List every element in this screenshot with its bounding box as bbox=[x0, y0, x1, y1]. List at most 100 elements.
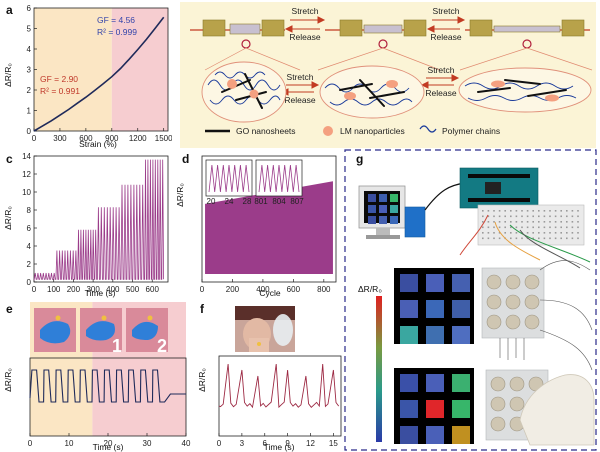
breadboard-hole bbox=[549, 232, 551, 234]
x-tick-label: 300 bbox=[86, 285, 100, 294]
colorbar-label: ΔR/R₀ bbox=[358, 284, 382, 294]
plot-frame bbox=[218, 355, 342, 437]
y-tick-label: 0 bbox=[27, 127, 32, 136]
x-tick-label: 600 bbox=[287, 285, 301, 294]
breadboard-hole bbox=[549, 221, 551, 223]
x-tick-label: 10 bbox=[65, 439, 74, 448]
polymer-chain bbox=[209, 95, 281, 105]
breadboard-hole bbox=[566, 226, 568, 229]
lm-particle bbox=[227, 79, 237, 89]
breadboard-hole bbox=[566, 221, 568, 223]
sensor-pad bbox=[524, 314, 540, 330]
sensor-block bbox=[403, 19, 427, 37]
heatmap-cell bbox=[426, 426, 444, 444]
x-tick-label: 1500 bbox=[155, 134, 172, 143]
breadboard-hole bbox=[498, 226, 501, 229]
breadboard-hole bbox=[532, 226, 534, 229]
breadboard-hole bbox=[493, 226, 495, 229]
gloved-hand bbox=[40, 321, 71, 344]
polymer-chain bbox=[329, 98, 413, 106]
lm-particle bbox=[386, 80, 398, 88]
breadboard-hole bbox=[510, 226, 512, 229]
breadboard-hole bbox=[538, 215, 540, 218]
y-tick-label: 1 bbox=[27, 107, 32, 116]
lm-particle bbox=[249, 89, 259, 99]
x-tick-label: 0 bbox=[217, 439, 222, 448]
polymer-chain bbox=[207, 79, 281, 91]
chart-a-strain-response: 0 300 600 900 1200 1500 0 1 2 3 4 5 6 GF = 2.90 R² =… bbox=[3, 4, 172, 149]
y-tick-label: 10 bbox=[22, 188, 31, 197]
breadboard-hole bbox=[566, 215, 568, 218]
x-tick-label: 3 bbox=[240, 439, 245, 448]
sensor-pad bbox=[524, 294, 540, 310]
y-tick-label: 4 bbox=[27, 45, 32, 54]
heatmap-cell bbox=[368, 205, 376, 213]
breadboard-hole bbox=[526, 215, 529, 218]
breadboard-hole bbox=[566, 210, 568, 212]
breadboard-hole bbox=[526, 221, 529, 223]
cyclic-signal bbox=[33, 159, 164, 281]
breadboard-hole bbox=[538, 226, 540, 229]
breadboard-hole bbox=[510, 215, 512, 218]
breadboard-hole bbox=[532, 237, 534, 240]
breadboard-hole bbox=[577, 237, 579, 240]
breadboard-hole bbox=[577, 215, 579, 218]
breadboard-hole bbox=[577, 221, 579, 223]
x-axis-label: Cycle bbox=[259, 288, 281, 298]
go-nanosheet bbox=[339, 83, 373, 91]
breadboard-hole bbox=[493, 210, 495, 212]
sensor-pad bbox=[486, 314, 502, 330]
panel-g-frame bbox=[344, 149, 597, 451]
breadboard-hole bbox=[482, 215, 484, 218]
breadboard-hole bbox=[526, 232, 529, 234]
breadboard-hole bbox=[521, 226, 523, 229]
gloved-hand bbox=[132, 321, 158, 340]
breadboard-hole bbox=[515, 215, 518, 218]
x-tick-label: 500 bbox=[126, 285, 140, 294]
x-tick-label: 15 bbox=[329, 439, 338, 448]
breadboard-hole bbox=[549, 215, 551, 218]
release-label: Release bbox=[430, 32, 461, 42]
polymer-chain bbox=[464, 82, 574, 90]
gloved-hand-press bbox=[519, 374, 595, 446]
monitor-heatmap bbox=[368, 194, 398, 224]
breadboard-hole bbox=[566, 232, 568, 234]
breadboard-hole bbox=[554, 215, 557, 218]
heatmap-cell bbox=[400, 374, 418, 392]
chart-d-axes: 0 200 400 600 800 bbox=[200, 155, 337, 294]
r2-high-annotation: R² = 0.999 bbox=[97, 27, 137, 37]
breadboard-hole bbox=[521, 215, 523, 218]
breadboard-hole bbox=[487, 210, 490, 212]
breadboard-hole bbox=[543, 221, 546, 223]
breadboard-hole bbox=[538, 210, 540, 212]
lm-particle bbox=[491, 80, 505, 88]
breadboard-hole bbox=[498, 210, 501, 212]
breadboard-hole bbox=[487, 221, 490, 223]
release-label: Release bbox=[289, 32, 320, 42]
legend-polymer-chains: Polymer chains bbox=[442, 126, 500, 136]
breadboard-hole bbox=[482, 210, 484, 212]
y-tick-label: 0 bbox=[27, 278, 32, 287]
stretch-label: Stretch bbox=[428, 65, 455, 75]
breadboard-hole bbox=[577, 210, 579, 212]
sensor-pad bbox=[509, 396, 525, 412]
breadboard-hole bbox=[532, 210, 534, 212]
breadboard-hole bbox=[521, 237, 523, 240]
r2-low-annotation: R² = 0.991 bbox=[40, 86, 80, 96]
sensor-pad bbox=[505, 274, 521, 290]
chart-f-axes: 0 3 6 9 12 15 bbox=[217, 355, 342, 448]
sensor-pad bbox=[524, 274, 540, 290]
breadboard-hole bbox=[487, 226, 490, 229]
chart-c-axes: 0 100 200 300 400 500 600 0 2 4 6 8 10 12 14 bbox=[22, 152, 169, 294]
breadboard-hole bbox=[554, 210, 557, 212]
breadboard-hole bbox=[498, 232, 501, 234]
breadboard-hole bbox=[543, 226, 546, 229]
throat-photo bbox=[235, 306, 295, 352]
breadboard-hole bbox=[554, 237, 557, 240]
x-tick-label: 0 bbox=[32, 285, 37, 294]
y-axis-label: ΔR/R₀ bbox=[175, 183, 185, 207]
breadboard-hole bbox=[482, 237, 484, 240]
breadboard-hole bbox=[549, 226, 551, 229]
